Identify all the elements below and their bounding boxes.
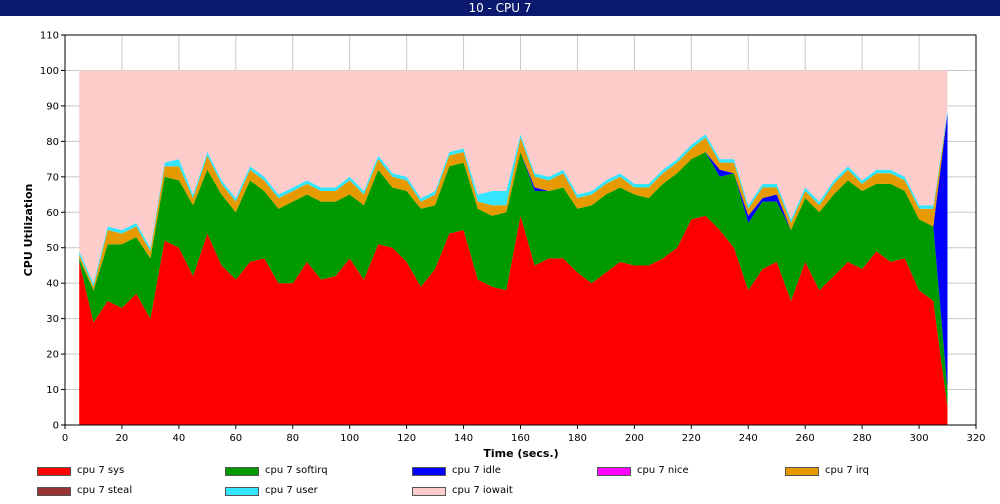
- legend-item: cpu 7 nice: [597, 464, 689, 478]
- x-tick-label: 300: [910, 433, 929, 444]
- legend-label: cpu 7 nice: [637, 465, 689, 476]
- x-tick-label: 60: [229, 433, 242, 444]
- x-tick-label: 240: [739, 433, 758, 444]
- y-tick-label: 80: [46, 137, 59, 148]
- legend-label: cpu 7 softirq: [265, 465, 328, 476]
- axes: 0 20 40 60 80 100 120 140 160 180 200 220 240 260 280 3…: [40, 31, 986, 445]
- y-axis-label: CPU Utilization: [22, 184, 35, 277]
- legend-swatch: [225, 466, 259, 476]
- y-tick-label: 100: [40, 66, 59, 77]
- cpu-utilization-chart: 0 20 40 60 80 100 120 140 160 180 200 220 240 260 280 3…: [22, 31, 986, 461]
- y-tick-label: 110: [40, 31, 59, 42]
- legend-swatch: [37, 486, 71, 496]
- x-tick-label: 120: [397, 433, 416, 444]
- y-tick-label: 50: [46, 243, 59, 254]
- x-tick-label: 260: [796, 433, 815, 444]
- legend-item: cpu 7 sys: [37, 464, 124, 478]
- stacked-areas: [79, 70, 948, 425]
- y-tick-label: 60: [46, 208, 59, 219]
- legend-label: cpu 7 user: [265, 485, 318, 496]
- window-title: 10 - CPU 7: [0, 0, 1000, 16]
- legend-swatch: [785, 466, 819, 476]
- y-tick-label: 90: [46, 101, 59, 112]
- legend-label: cpu 7 steal: [77, 485, 133, 496]
- x-tick-label: 40: [173, 433, 186, 444]
- legend-label: cpu 7 sys: [77, 465, 125, 476]
- legend-item: cpu 7 softirq: [225, 464, 328, 478]
- x-tick-label: 320: [966, 433, 985, 444]
- x-tick-label: 280: [853, 433, 872, 444]
- area-series-1: [79, 152, 948, 408]
- y-tick-label: 70: [46, 172, 59, 183]
- legend-item: cpu 7 iowait: [412, 484, 513, 498]
- legend-swatch: [597, 466, 631, 476]
- legend-swatch: [225, 486, 259, 496]
- x-axis-label: Time (secs.): [483, 447, 558, 460]
- area-series-7: [79, 70, 948, 284]
- x-tick-label: 100: [340, 433, 359, 444]
- y-tick-label: 40: [46, 279, 59, 290]
- x-tick-label: 200: [625, 433, 644, 444]
- legend-label: cpu 7 iowait: [452, 485, 513, 496]
- x-tick-label: 0: [62, 433, 68, 444]
- legend-swatch: [37, 466, 71, 476]
- legend-item: cpu 7 idle: [412, 464, 501, 478]
- x-tick-label: 140: [454, 433, 473, 444]
- x-tick-label: 20: [116, 433, 129, 444]
- area-series-0: [79, 215, 948, 425]
- legend-label: cpu 7 irq: [825, 465, 869, 476]
- y-tick-label: 30: [46, 314, 59, 325]
- legend: cpu 7 sys cpu 7 softirq cpu 7 idle cpu 7 ni…: [0, 462, 1000, 504]
- legend-item: cpu 7 irq: [785, 464, 869, 478]
- legend-swatch: [412, 466, 446, 476]
- y-tick-label: 20: [46, 350, 59, 361]
- y-tick-label: 10: [46, 385, 59, 396]
- legend-item: cpu 7 steal: [37, 484, 132, 498]
- y-tick-label: 0: [53, 421, 59, 432]
- legend-item: cpu 7 user: [225, 484, 318, 498]
- legend-swatch: [412, 486, 446, 496]
- x-tick-label: 220: [682, 433, 701, 444]
- x-tick-label: 80: [286, 433, 299, 444]
- x-tick-label: 180: [568, 433, 587, 444]
- x-tick-label: 160: [511, 433, 530, 444]
- legend-label: cpu 7 idle: [452, 465, 501, 476]
